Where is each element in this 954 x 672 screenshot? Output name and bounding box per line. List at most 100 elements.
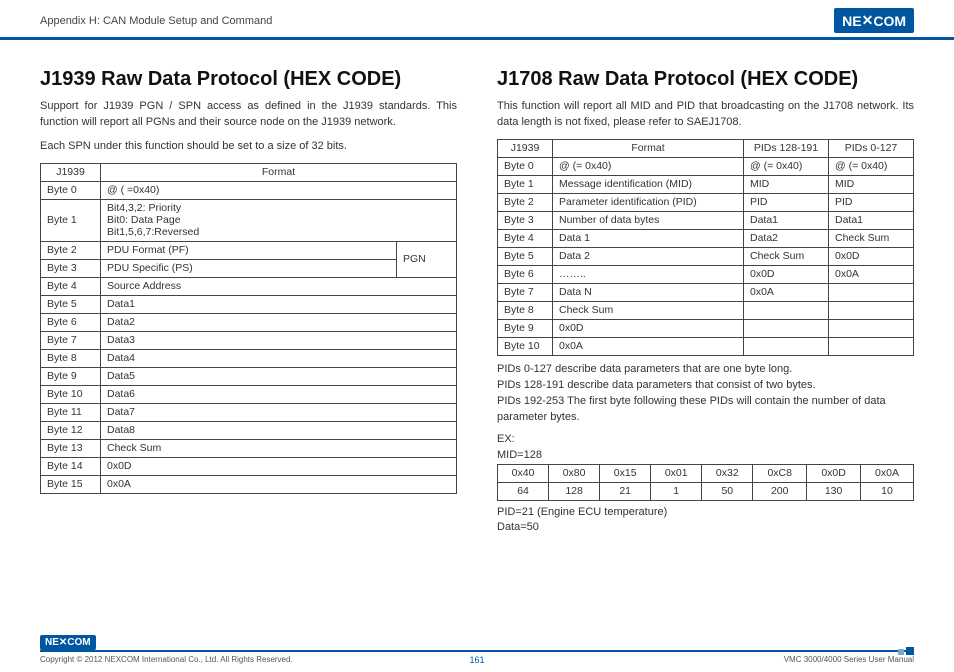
j1939-desc1: Support for J1939 PGN / SPN access as de… (40, 99, 457, 131)
cell: Byte 0 (41, 181, 101, 199)
cell: Data2 (101, 313, 457, 331)
decor-sq2 (898, 649, 904, 655)
j1708-title: J1708 Raw Data Protocol (HEX CODE) (497, 68, 914, 91)
cell: Data4 (101, 349, 457, 367)
cell: Byte 5 (498, 247, 553, 265)
j1939-title: J1939 Raw Data Protocol (HEX CODE) (40, 68, 457, 91)
cell: 64 (498, 482, 549, 500)
cell: 0x80 (549, 464, 600, 482)
j1939-table: J1939 Format Byte 0@ ( =0x40) Byte 1Bit4… (40, 163, 457, 494)
cell: Byte 12 (41, 421, 101, 439)
cell: Byte 9 (41, 367, 101, 385)
cell: 0xC8 (753, 464, 807, 482)
cell: Byte 4 (41, 277, 101, 295)
cell: 1 (651, 482, 702, 500)
cell: Byte 1 (41, 199, 101, 241)
cell: Data1 (101, 295, 457, 313)
cell (744, 337, 829, 355)
cell (829, 337, 914, 355)
cell: Data 2 (553, 247, 744, 265)
right-column: J1708 Raw Data Protocol (HEX CODE) This … (497, 68, 914, 536)
cell: Byte 2 (498, 193, 553, 211)
cell: Byte 10 (41, 385, 101, 403)
cell: 0x0A (861, 464, 914, 482)
cell: 0x0D (744, 265, 829, 283)
cell: Check Sum (101, 439, 457, 457)
data-note: Data=50 (497, 520, 914, 536)
cell (829, 319, 914, 337)
cell: 50 (702, 482, 753, 500)
cell: Data2 (744, 229, 829, 247)
appendix-title: Appendix H: CAN Module Setup and Command (40, 15, 272, 27)
cell: 0x0A (553, 337, 744, 355)
pgn-cell: PGN (397, 241, 457, 277)
cell: Byte 15 (41, 475, 101, 493)
cell: @ (= 0x40) (553, 157, 744, 175)
cell: @ ( =0x40) (101, 181, 457, 199)
cell: 128 (549, 482, 600, 500)
pids-note3: PIDs 192-253 The first byte following th… (497, 394, 914, 426)
cell: Byte 13 (41, 439, 101, 457)
cell: PID (829, 193, 914, 211)
cell: …….. (553, 265, 744, 283)
cell: Data7 (101, 403, 457, 421)
cell: Byte 7 (498, 283, 553, 301)
cell: PDU Format (PF) (101, 241, 397, 259)
cell: Data N (553, 283, 744, 301)
main-content: J1939 Raw Data Protocol (HEX CODE) Suppo… (0, 40, 954, 536)
cell: Message identification (MID) (553, 175, 744, 193)
cell: @ (= 0x40) (744, 157, 829, 175)
cell: Data1 (829, 211, 914, 229)
cell: Check Sum (553, 301, 744, 319)
cell: PID (744, 193, 829, 211)
th: PIDs 128-191 (744, 139, 829, 157)
pids-note2: PIDs 128-191 describe data parameters th… (497, 378, 914, 394)
cell: 21 (600, 482, 651, 500)
cell: Data3 (101, 331, 457, 349)
cell: 0x0D (553, 319, 744, 337)
cell: Byte 6 (41, 313, 101, 331)
cell: Byte 2 (41, 241, 101, 259)
cell: Byte 10 (498, 337, 553, 355)
j1939-desc2: Each SPN under this function should be s… (40, 139, 457, 155)
j1708-desc1: This function will report all MID and PI… (497, 99, 914, 131)
cell (744, 319, 829, 337)
cell: 0x15 (600, 464, 651, 482)
page-number: 161 (469, 655, 484, 665)
cell: 200 (753, 482, 807, 500)
copyright: Copyright © 2012 NEXCOM International Co… (40, 655, 293, 664)
cell: 0x32 (702, 464, 753, 482)
cell: Byte 4 (498, 229, 553, 247)
cell: 0x0A (744, 283, 829, 301)
cell (744, 301, 829, 319)
nexcom-logo: NE✕COM (834, 8, 914, 33)
footer-logo: NE✕COM (40, 635, 96, 650)
cell: 0x40 (498, 464, 549, 482)
cell: MID (744, 175, 829, 193)
cell: Data5 (101, 367, 457, 385)
cell: Byte 5 (41, 295, 101, 313)
cell: Data6 (101, 385, 457, 403)
page-header: Appendix H: CAN Module Setup and Command… (0, 0, 954, 40)
cell: Byte 3 (41, 259, 101, 277)
th: J1939 (498, 139, 553, 157)
cell: Bit4,3,2: Priority Bit0: Data Page Bit1,… (101, 199, 457, 241)
cell: Parameter identification (PID) (553, 193, 744, 211)
mid-label: MID=128 (497, 448, 914, 464)
ex-label: EX: (497, 432, 914, 448)
manual-name: VMC 3000/4000 Series User Manual (784, 655, 914, 664)
page-footer: NE✕COM Copyright © 2012 NEXCOM Internati… (0, 650, 954, 672)
cell (829, 301, 914, 319)
th: PIDs 0-127 (829, 139, 914, 157)
cell: Data 1 (553, 229, 744, 247)
pids-note1: PIDs 0-127 describe data parameters that… (497, 362, 914, 378)
decor-sq1 (906, 647, 914, 655)
cell: Byte 3 (498, 211, 553, 229)
th-format: Format (101, 163, 457, 181)
cell (829, 283, 914, 301)
cell: 0x0D (829, 247, 914, 265)
cell: Check Sum (744, 247, 829, 265)
cell: Byte 8 (41, 349, 101, 367)
cell: Byte 0 (498, 157, 553, 175)
th: Format (553, 139, 744, 157)
